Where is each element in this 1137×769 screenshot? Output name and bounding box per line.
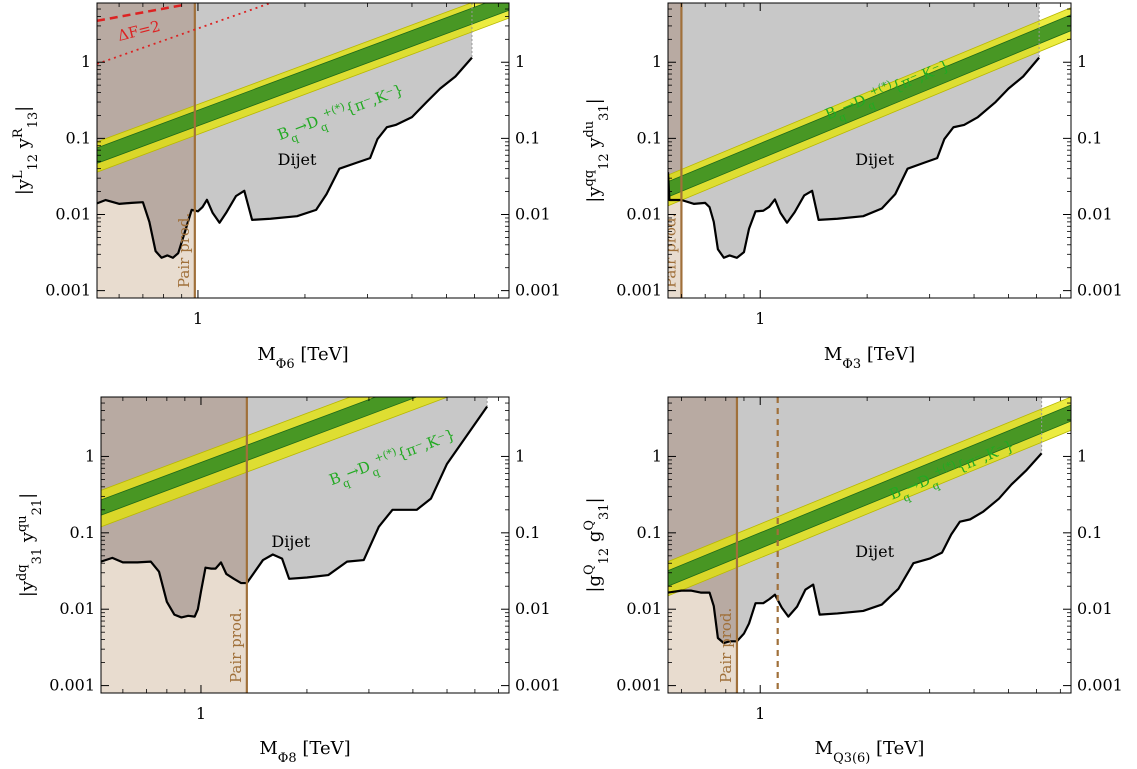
pair-production-label: Pair prod. — [175, 213, 193, 288]
y-tick-label: 0.1 — [66, 128, 91, 147]
dijet-label: Dijet — [271, 532, 310, 551]
dijet-label: Dijet — [278, 150, 317, 169]
y-tick-label-right: 1 — [515, 52, 525, 71]
y-tick-label-right: 1 — [1077, 446, 1087, 465]
dijet-limit-line — [668, 452, 1043, 645]
delta-f-dashed-line — [97, 4, 182, 23]
y-tick-label-right: 0.1 — [1077, 128, 1102, 147]
x-axis-label: MQ3(6) [TeV] — [815, 738, 925, 766]
x-axis-label: MΦ3 [TeV] — [824, 344, 915, 372]
y-tick-label: 0.1 — [637, 128, 662, 147]
y-tick-label-right: 1 — [515, 446, 525, 465]
y-axis-label: |ydq31 yqu21| — [15, 493, 45, 597]
y-tick-label: 0.1 — [637, 523, 662, 542]
y-tick-label-right: 0.1 — [515, 523, 540, 542]
overlap-region — [668, 3, 682, 201]
y-tick-label: 1 — [652, 446, 662, 465]
dijet-limit-line — [101, 405, 489, 619]
x-tick-label: 1 — [755, 309, 765, 328]
x-tick-label: 1 — [193, 309, 203, 328]
dijet-limit-line — [97, 56, 473, 259]
y-axis-label: |yqq12 ydu31| — [582, 98, 612, 202]
band-inner — [668, 404, 1071, 587]
y-tick-label: 0.001 — [45, 281, 91, 300]
pair-production-label: Pair prod. — [661, 213, 679, 288]
dijet-excluded-region — [668, 3, 1040, 258]
y-tick-label: 1 — [81, 52, 91, 71]
y-tick-label-right: 0.01 — [1077, 204, 1113, 223]
y-axis-label: |yL12 yR13| — [11, 106, 41, 196]
y-tick-label: 0.1 — [70, 523, 95, 542]
y-tick-label-right: 0.01 — [1077, 599, 1113, 618]
y-axis-label: |gQ12 gQ31| — [582, 497, 612, 592]
y-tick-label-right: 0.001 — [515, 281, 561, 300]
y-tick-label-right: 0.01 — [515, 204, 551, 223]
band-inner — [97, 3, 509, 164]
y-tick-label: 0.01 — [55, 204, 91, 223]
y-tick-label: 1 — [85, 446, 95, 465]
band-outer — [101, 397, 449, 528]
x-axis-label: MΦ8 [TeV] — [259, 738, 350, 766]
dijet-limit-line — [668, 56, 1040, 259]
y-tick-label-right: 0.001 — [515, 676, 561, 695]
y-tick-label-right: 0.1 — [515, 128, 540, 147]
x-axis-label: MΦ6 [TeV] — [257, 344, 348, 372]
dijet-label: Dijet — [855, 150, 894, 169]
y-tick-label: 0.01 — [626, 599, 662, 618]
pair-production-label: Pair prod. — [227, 608, 245, 683]
y-tick-label-right: 0.001 — [1077, 676, 1123, 695]
y-tick-label-right: 0.1 — [1077, 523, 1102, 542]
x-tick-label: 1 — [755, 704, 765, 723]
band-inner — [668, 14, 1071, 198]
y-tick-label: 0.001 — [616, 676, 662, 695]
y-tick-label: 0.01 — [59, 599, 95, 618]
y-tick-label-right: 0.001 — [1077, 281, 1123, 300]
pair-production-label: Pair prod. — [717, 608, 735, 683]
delta-f-dotted-line — [97, 3, 271, 65]
y-tick-label-right: 1 — [1077, 52, 1087, 71]
dijet-label: Dijet — [855, 542, 894, 561]
y-tick-label: 1 — [652, 52, 662, 71]
y-tick-label-right: 0.01 — [515, 599, 551, 618]
y-tick-label: 0.001 — [49, 676, 95, 695]
band-inner — [101, 397, 418, 516]
x-tick-label: 1 — [196, 704, 206, 723]
y-tick-label: 0.01 — [626, 204, 662, 223]
y-tick-label: 0.001 — [616, 281, 662, 300]
